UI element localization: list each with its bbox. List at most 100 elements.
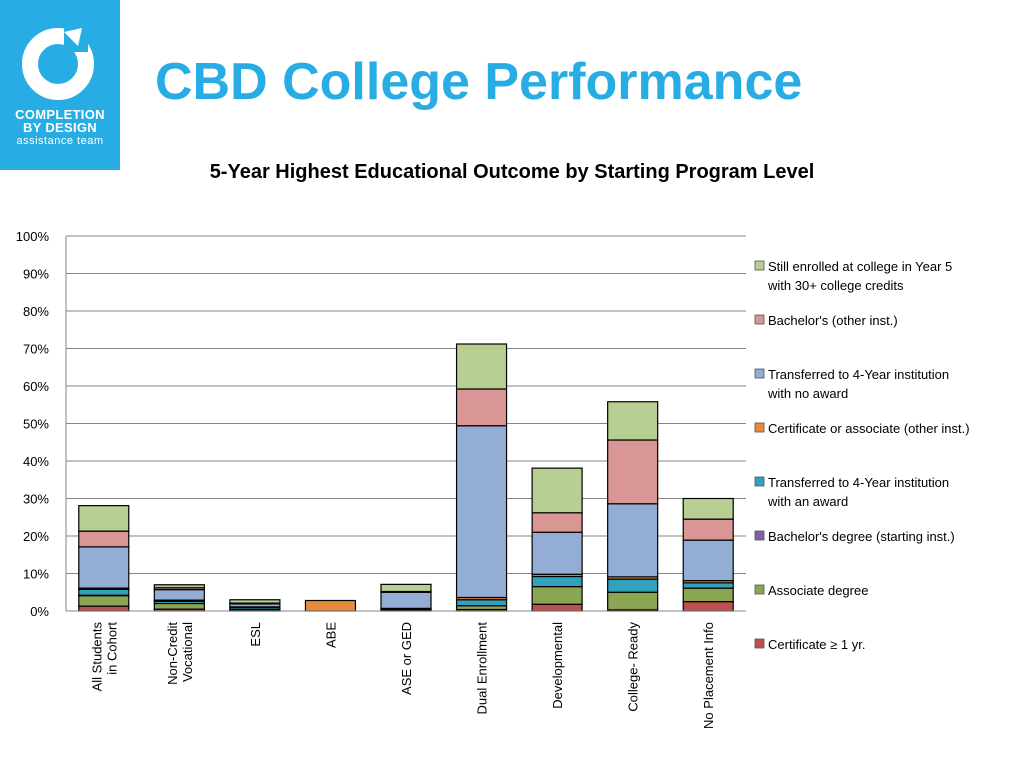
x-category-label-line: Dual Enrollment — [475, 622, 490, 715]
y-tick-label: 30% — [23, 492, 49, 507]
legend-item: Transferred to 4-Year institution with an… — [754, 475, 949, 509]
x-category-label: Non-Credit Vocational — [165, 622, 195, 685]
bar-segment — [607, 401, 659, 441]
x-category-label-line: Non-Credit — [165, 622, 180, 685]
bar-segment — [682, 539, 734, 582]
bar-segment — [607, 439, 659, 505]
logo-text-line3: assistance team — [16, 135, 104, 147]
y-tick-label: 100% — [16, 229, 50, 244]
legend-item: Certificate or associate (other inst.) — [754, 421, 970, 436]
legend-swatch — [754, 422, 765, 433]
bar-segment — [380, 583, 432, 593]
y-tick-label: 60% — [23, 379, 49, 394]
bar-segment — [78, 546, 130, 589]
x-category-label: ESL — [248, 622, 263, 647]
legend-label: with no award — [767, 386, 848, 401]
bars-layer — [78, 343, 734, 612]
x-category-label: ABE — [323, 622, 338, 648]
bar-segment — [531, 512, 583, 533]
bar-segment — [153, 589, 205, 601]
bar-segment — [531, 586, 583, 605]
x-category-label: Dual Enrollment — [475, 622, 490, 715]
x-category-label: ASE or GED — [399, 622, 414, 695]
x-category-label-line: ESL — [248, 622, 263, 647]
legend-label: Transferred to 4-Year institution — [768, 475, 949, 490]
legend-label: Bachelor's (other inst.) — [768, 313, 898, 328]
bar-segment — [304, 599, 357, 612]
legend-item: Certificate ≥ 1 yr. — [754, 637, 865, 652]
y-tick-label: 40% — [23, 454, 49, 469]
x-category-label-line: in Cohort — [104, 622, 119, 675]
bar-segment — [78, 595, 130, 607]
bar-segment — [531, 575, 583, 588]
bar-segment — [607, 591, 659, 611]
bar-segment — [78, 588, 130, 596]
y-tick-label: 0% — [30, 604, 49, 619]
legend-swatch — [754, 260, 765, 271]
bar-segment — [682, 601, 734, 612]
bar-segment — [78, 605, 130, 612]
legend-item: Still enrolled at college in Year 5 with … — [754, 259, 952, 293]
y-tick-label: 50% — [23, 417, 49, 432]
bar-segment — [229, 599, 281, 604]
bar-segment — [682, 582, 734, 589]
legend-label: with 30+ college credits — [767, 278, 904, 293]
bar-segment — [455, 599, 508, 607]
x-category-label-line: Developmental — [550, 622, 565, 709]
legend-swatch — [754, 368, 765, 379]
logo-text-line2: BY DESIGN — [23, 120, 97, 135]
y-tick-label: 20% — [23, 529, 49, 544]
x-category-label-line: Vocational — [180, 622, 195, 682]
bar-segment — [455, 425, 508, 599]
bar-segment — [531, 531, 583, 575]
bar-segment — [531, 603, 583, 612]
bar-segment — [682, 518, 734, 541]
legend-swatch — [754, 638, 765, 649]
legend-swatch — [754, 476, 765, 487]
x-category-label: College- Ready — [626, 622, 641, 712]
legend-label: Transferred to 4-Year institution — [768, 367, 949, 382]
y-tick-label: 80% — [23, 304, 49, 319]
chart-title: 5-Year Highest Educational Outcome by St… — [209, 161, 815, 183]
x-category-label-line: ABE — [323, 622, 338, 648]
completion-by-design-logo: COMPLETION BY DESIGN assistance team — [0, 0, 120, 170]
bar-segment — [682, 587, 734, 603]
bar-segment — [455, 343, 508, 390]
bar-segment — [78, 530, 130, 548]
legend-swatch — [754, 314, 765, 325]
legend-label: Certificate or associate (other inst.) — [768, 421, 970, 436]
bar-segment — [78, 505, 130, 532]
bar-segment — [380, 591, 432, 609]
legend-item: Transferred to 4-Year institution with no… — [754, 367, 949, 401]
legend-item: Bachelor's (other inst.) — [754, 313, 898, 328]
legend-label: Associate degree — [768, 583, 868, 598]
legend-item: Bachelor's degree (starting inst.) — [754, 529, 955, 544]
x-category-label-line: All Students — [89, 622, 104, 692]
x-category-label-line: ASE or GED — [399, 622, 414, 695]
legend: Still enrolled at college in Year 5 with … — [754, 259, 970, 652]
y-tick-label: 70% — [23, 342, 49, 357]
logo-circle-icon — [22, 28, 94, 100]
bar-segment — [607, 578, 659, 593]
legend-label: Bachelor's degree (starting inst.) — [768, 529, 955, 544]
x-category-label-line: No Placement Info — [701, 622, 716, 729]
y-tick-label: 90% — [23, 267, 49, 282]
bar-segment — [531, 467, 583, 514]
legend-label: Certificate ≥ 1 yr. — [768, 637, 865, 652]
bar-segment — [455, 388, 508, 427]
bar-segment — [153, 584, 205, 589]
legend-label: with an award — [767, 494, 848, 509]
logo-text-line1: COMPLETION — [15, 107, 105, 122]
page-title: CBD College Performance — [155, 53, 803, 111]
bar-segment — [682, 497, 734, 520]
x-category-label-line: College- Ready — [626, 622, 641, 712]
x-category-label: No Placement Info — [701, 622, 716, 729]
legend-label: Still enrolled at college in Year 5 — [768, 259, 952, 274]
x-category-label: Developmental — [550, 622, 565, 709]
axis-layer: 0% 10% 20% 30% 40% 50% 60% 70% 80% 90% 100% All Stu… — [16, 229, 746, 729]
x-category-label: All Students in Cohort — [89, 622, 119, 692]
bar-segment — [153, 602, 205, 610]
y-tick-label: 10% — [23, 567, 49, 582]
legend-swatch — [754, 584, 765, 595]
